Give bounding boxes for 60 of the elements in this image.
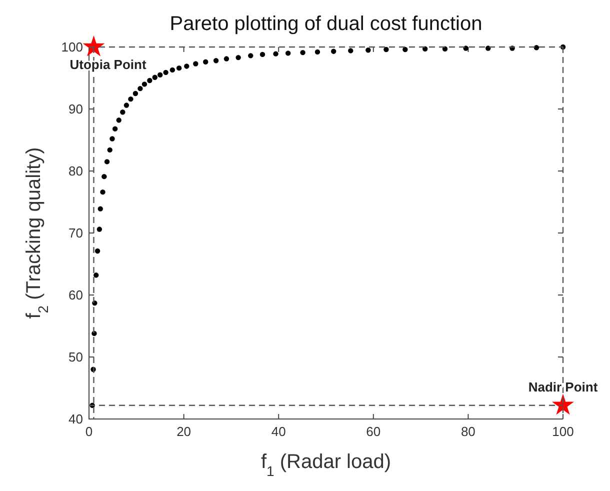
x-tick-label: 40 (271, 424, 286, 439)
annotation: Nadir Point (528, 379, 598, 394)
point (366, 48, 371, 53)
y-tick-label: 90 (68, 102, 83, 116)
point (273, 51, 278, 56)
y-tick-label: 50 (68, 350, 83, 364)
point (102, 174, 107, 180)
point (132, 90, 138, 96)
point (260, 52, 266, 58)
x-tick-label: 80 (460, 424, 476, 439)
point (104, 159, 110, 164)
point (128, 96, 134, 102)
point (314, 49, 320, 55)
x-tick-label: 20 (176, 424, 192, 439)
point (248, 53, 254, 58)
point (142, 82, 148, 87)
point (184, 64, 190, 69)
point (236, 54, 241, 60)
point (193, 61, 198, 66)
point (330, 48, 336, 54)
point (152, 74, 158, 80)
x-tick-label: 60 (366, 424, 381, 439)
y-tick-label: 70 (68, 226, 83, 240)
point (285, 50, 291, 56)
point (224, 56, 230, 62)
point (163, 70, 168, 76)
point (120, 110, 126, 115)
y-tick-label: 60 (68, 288, 83, 302)
x-tick-label: 0 (85, 424, 93, 439)
point (124, 102, 130, 108)
point (176, 65, 182, 71)
point (486, 46, 491, 51)
point (112, 126, 118, 132)
point (158, 72, 163, 78)
point (110, 136, 115, 142)
x-axis-title: f$_{1}$ (Radar load) (260, 451, 392, 479)
point (300, 50, 306, 56)
point (534, 45, 540, 50)
point (170, 67, 176, 73)
point (203, 59, 208, 64)
point (384, 46, 389, 52)
point (96, 226, 102, 232)
x-tick-label: 100 (552, 424, 574, 439)
point (138, 86, 143, 92)
chart-title: Pareto plotting of dual cost function (170, 13, 482, 35)
y-tick-label: 40 (68, 412, 83, 426)
y-tick-label: 100 (61, 40, 83, 54)
point (147, 78, 152, 84)
point (107, 147, 112, 153)
point (100, 189, 106, 195)
point (94, 272, 99, 278)
point (98, 206, 103, 212)
point (348, 48, 354, 54)
point (94, 248, 100, 254)
point (402, 46, 408, 52)
point (82, 35, 105, 56)
point (463, 46, 468, 51)
point (116, 118, 122, 123)
y-tick-label: 80 (68, 164, 83, 178)
point (213, 58, 219, 64)
